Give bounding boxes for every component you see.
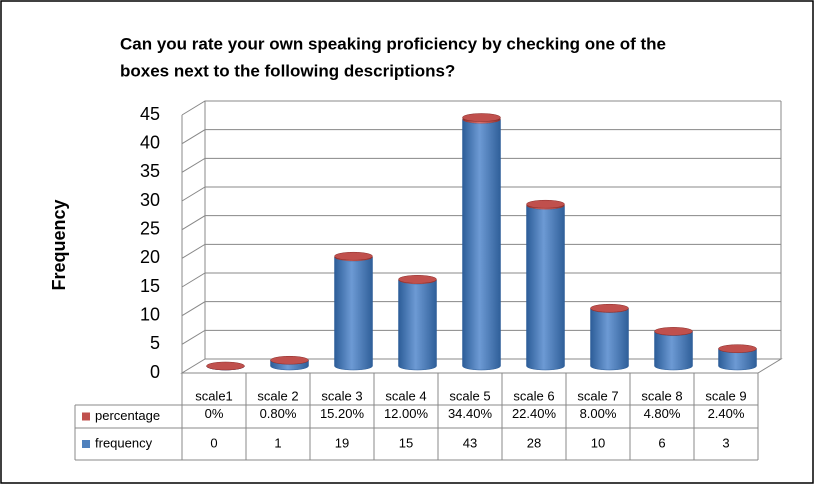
chart-title: Can you rate your own speaking proficien… [120, 34, 666, 53]
x-tick-label: scale 8 [641, 388, 682, 403]
x-tick-label: scale 2 [257, 388, 298, 403]
data-label: 0.80% [260, 406, 297, 421]
legend-label: percentage [95, 408, 160, 423]
bar-cap [526, 199, 565, 209]
bar-cap [334, 251, 373, 261]
grid-line [181, 272, 781, 288]
legend-label: frequency [95, 435, 153, 450]
bar [590, 308, 629, 371]
data-label: 0 [210, 435, 217, 450]
data-label: 6 [658, 435, 665, 450]
grid-line [181, 186, 781, 202]
data-label: 28 [527, 435, 541, 450]
bar-cap [462, 113, 501, 122]
data-label: 22.40% [512, 406, 557, 421]
data-label: 34.40% [448, 406, 493, 421]
legend-swatch [82, 412, 90, 421]
bar [526, 205, 565, 371]
data-label: 2.40% [708, 406, 745, 421]
bar-cap [206, 361, 245, 371]
y-tick-label: 25 [140, 218, 160, 238]
x-tick-label: scale 6 [513, 388, 554, 403]
bar-cap [270, 355, 309, 365]
bar-cap [718, 344, 757, 353]
data-label: 12.00% [384, 406, 429, 421]
y-tick-label: 45 [140, 104, 160, 124]
grid-line [181, 157, 781, 173]
chart-title: boxes next to the following descriptions… [120, 61, 455, 80]
bar [334, 256, 373, 371]
data-label: 1 [274, 435, 281, 450]
y-tick-label: 35 [140, 161, 160, 181]
data-label: 4.80% [644, 406, 681, 421]
data-label: 3 [722, 435, 729, 450]
grid-line [181, 215, 781, 231]
data-label: 15 [399, 435, 413, 450]
y-tick-label: 20 [140, 247, 160, 267]
y-tick-label: 15 [140, 276, 160, 296]
grid-line [181, 243, 781, 259]
y-tick-label: 30 [140, 190, 160, 210]
data-label: 15.20% [320, 406, 365, 421]
y-axis-label: Frequency [49, 199, 69, 290]
grid-line [181, 100, 781, 116]
bar-cap [654, 327, 693, 336]
bar-cap [398, 275, 437, 284]
grid-line [181, 329, 781, 345]
y-tick-label: 10 [140, 304, 160, 324]
bar [398, 279, 437, 371]
bar [654, 331, 693, 371]
bar-cap [590, 303, 629, 313]
data-label: 8.00% [580, 406, 617, 421]
y-tick-label: 5 [150, 333, 160, 353]
grid-line [181, 301, 781, 317]
x-tick-label: scale 7 [577, 388, 618, 403]
bar [462, 119, 501, 371]
data-label: 19 [335, 435, 349, 450]
x-tick-label: scale 3 [321, 388, 362, 403]
y-tick-label: 40 [140, 132, 160, 152]
x-tick-label: scale 5 [449, 388, 490, 403]
x-tick-label: scale 4 [385, 388, 426, 403]
data-label: 0% [205, 406, 224, 421]
grid-line [181, 129, 781, 145]
legend-swatch [82, 440, 90, 448]
x-tick-label: scale1 [195, 388, 233, 403]
y-tick-label: 0 [150, 362, 160, 382]
data-label: 10 [591, 435, 605, 450]
data-label: 43 [463, 435, 477, 450]
x-tick-label: scale 9 [705, 388, 746, 403]
